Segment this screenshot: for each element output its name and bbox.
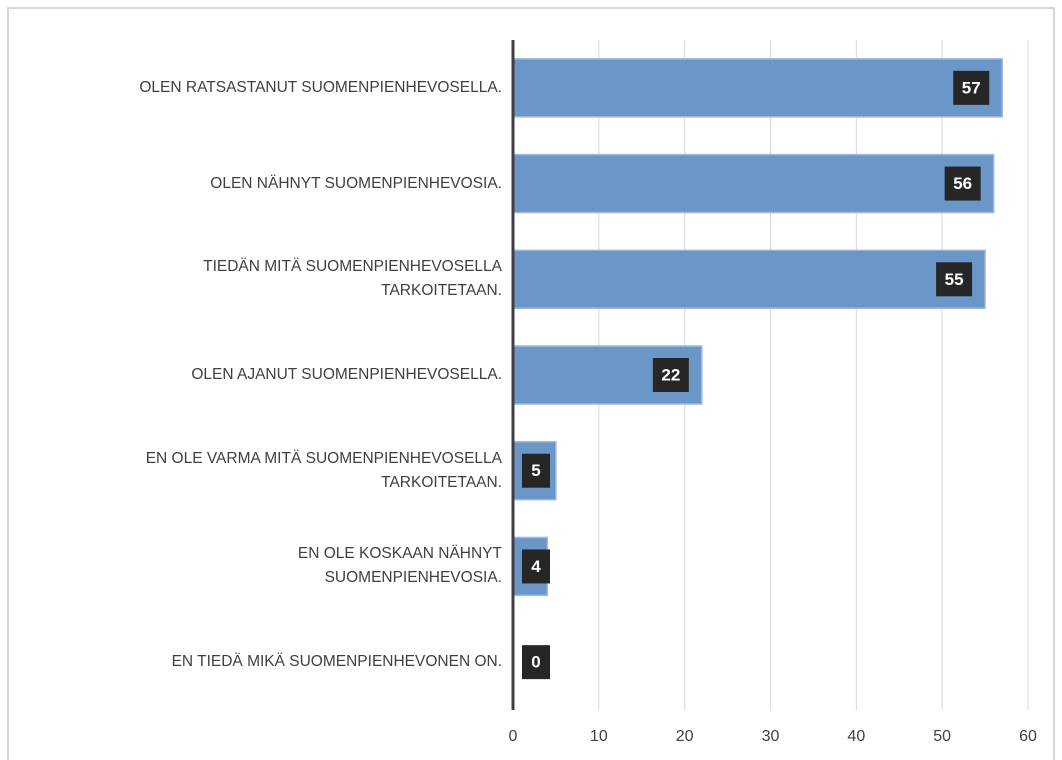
data-label: 5 bbox=[531, 461, 540, 480]
data-label: 22 bbox=[661, 365, 680, 384]
data-label-box bbox=[944, 166, 981, 201]
data-label-box bbox=[522, 645, 550, 680]
x-tick-label: 30 bbox=[762, 728, 780, 745]
bar bbox=[512, 249, 986, 310]
y-tick-label: EN TIEDÄ MIKÄ SUOMENPIENHEVONEN ON. bbox=[171, 653, 502, 671]
data-label: 55 bbox=[945, 270, 964, 289]
x-tick-label: 20 bbox=[676, 728, 694, 745]
data-label-box bbox=[953, 70, 990, 105]
bar bbox=[512, 58, 1003, 118]
y-tick-label: EN OLE KOSKAAN NÄHNYT SUOMENPIENHEVOSIA. bbox=[297, 545, 502, 587]
bar bbox=[512, 153, 995, 214]
data-label: 56 bbox=[953, 174, 972, 193]
y-tick-label: EN OLE VARMA MITÄ SUOMENPIENHEVOSELLA TA… bbox=[145, 449, 502, 491]
data-label: 57 bbox=[962, 78, 981, 97]
y-tick-label: OLEN NÄHNYT SUOMENPIENHEVOSIA. bbox=[210, 174, 502, 192]
x-tick-label: 40 bbox=[847, 728, 865, 745]
chart-border bbox=[7, 7, 1055, 760]
data-label: 0 bbox=[531, 653, 540, 672]
data-label-box bbox=[652, 358, 689, 392]
x-tick-label: 0 bbox=[509, 728, 518, 745]
x-tick-label: 50 bbox=[933, 728, 951, 745]
data-label-box bbox=[522, 453, 550, 488]
y-tick-label: TIEDÄN MITÄ SUOMENPIENHEVOSELLA TARKOITE… bbox=[203, 258, 502, 300]
y-tick-label: OLEN AJANUT SUOMENPIENHEVOSELLA. bbox=[191, 366, 502, 383]
data-label: 4 bbox=[531, 557, 541, 576]
data-label-box bbox=[522, 549, 550, 584]
data-label-box bbox=[936, 262, 973, 297]
y-tick-label: OLEN RATSASTANUT SUOMENPIENHEVOSELLA. bbox=[139, 78, 502, 96]
x-tick-label: 60 bbox=[1019, 728, 1037, 745]
x-tick-label: 10 bbox=[590, 728, 608, 745]
